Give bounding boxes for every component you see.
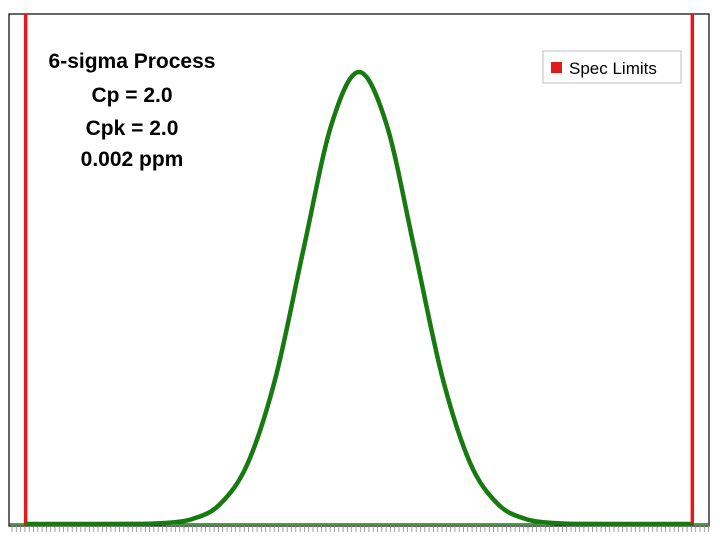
legend-box: [542, 50, 682, 84]
annotation-cpk: Cpk = 2.0: [86, 117, 179, 140]
distribution-curves: [25, 69, 693, 527]
annotation-ppm: 0.002 ppm: [81, 148, 184, 171]
legend-label-spec-limits: Spec Limits: [569, 59, 657, 78]
annotation-title: 6-sigma Process: [49, 50, 216, 73]
annotation-block: 6-sigma Process Cp = 2.0 Cpk = 2.0 0.002…: [49, 50, 216, 171]
distribution-curve-0: [25, 69, 693, 527]
spec-limit-lines: [23, 14, 695, 526]
legend-swatch-spec-limits: [551, 62, 562, 73]
annotation-cp: Cp = 2.0: [91, 84, 172, 107]
legend: Spec Limits: [542, 50, 682, 84]
plot-frame: [8, 13, 710, 527]
